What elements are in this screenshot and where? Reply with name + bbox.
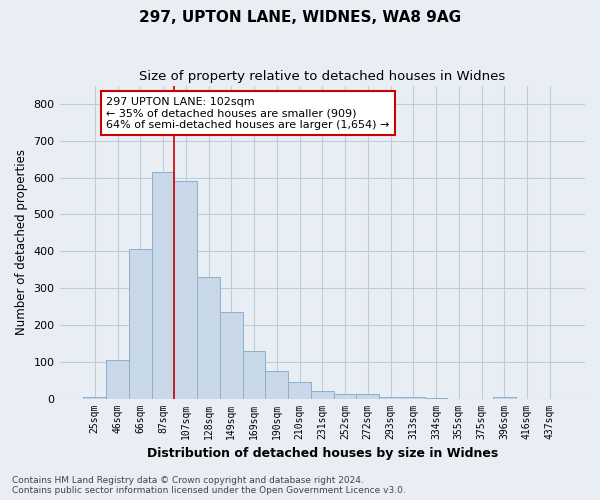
Bar: [493, 396, 515, 398]
Bar: [220, 312, 242, 398]
Bar: [175, 182, 197, 398]
Bar: [106, 360, 129, 399]
Text: 297 UPTON LANE: 102sqm
← 35% of detached houses are smaller (909)
64% of semi-de: 297 UPTON LANE: 102sqm ← 35% of detached…: [106, 96, 389, 130]
Bar: [129, 250, 152, 398]
Text: Contains HM Land Registry data © Crown copyright and database right 2024.
Contai: Contains HM Land Registry data © Crown c…: [12, 476, 406, 495]
Bar: [356, 394, 379, 398]
Bar: [242, 350, 265, 399]
Bar: [152, 172, 175, 398]
Bar: [265, 371, 288, 398]
Bar: [311, 391, 334, 398]
Y-axis label: Number of detached properties: Number of detached properties: [15, 149, 28, 335]
Bar: [334, 394, 356, 398]
Bar: [83, 396, 106, 398]
Title: Size of property relative to detached houses in Widnes: Size of property relative to detached ho…: [139, 70, 505, 83]
Bar: [288, 382, 311, 398]
X-axis label: Distribution of detached houses by size in Widnes: Distribution of detached houses by size …: [146, 447, 498, 460]
Text: 297, UPTON LANE, WIDNES, WA8 9AG: 297, UPTON LANE, WIDNES, WA8 9AG: [139, 10, 461, 25]
Bar: [197, 277, 220, 398]
